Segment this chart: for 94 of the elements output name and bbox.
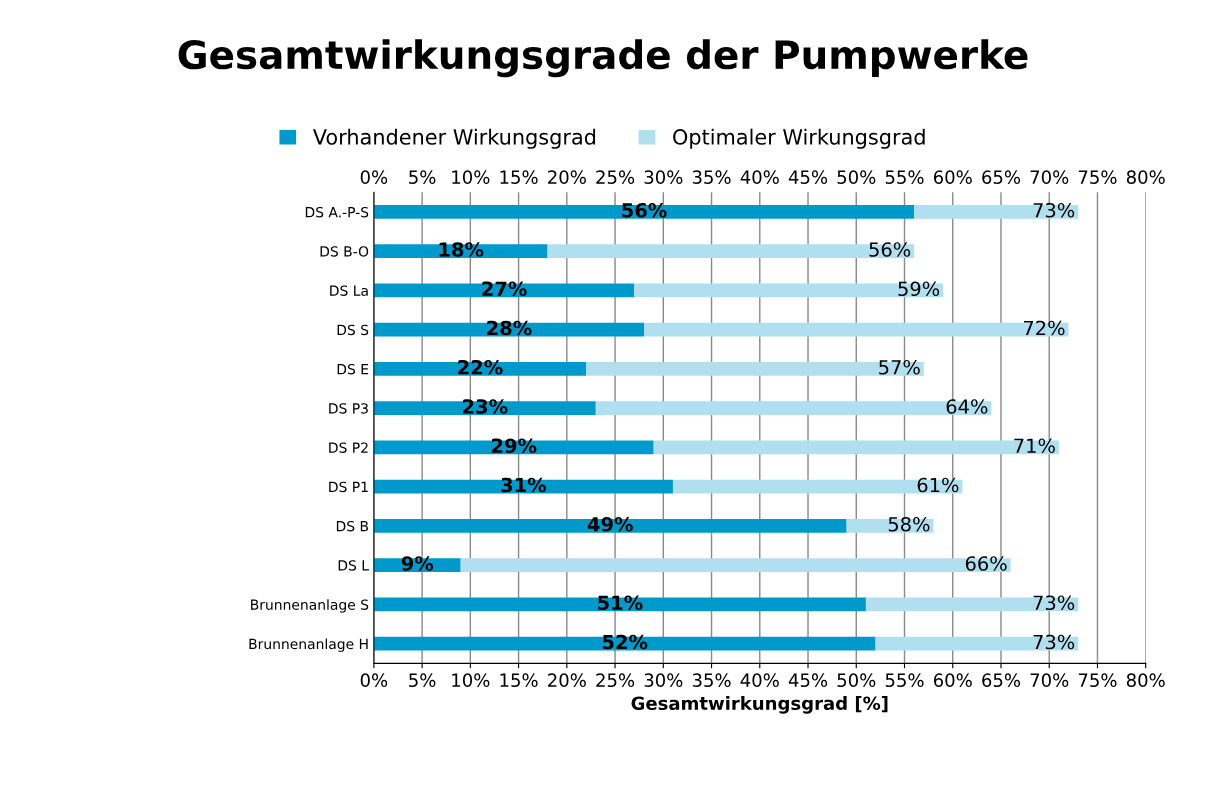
- data-label: 56%: [622, 202, 667, 218]
- total-label: 64%: [946, 399, 988, 414]
- x2-tick-label: 45%: [788, 673, 828, 688]
- bar: [373, 597, 866, 612]
- total-label: 61%: [917, 477, 959, 493]
- x2-tick-label: 5%: [409, 673, 436, 688]
- y-tick-label: DS La: [330, 285, 368, 296]
- legend-label: Vorhandener Wirkungsgrad: [312, 128, 596, 149]
- x-tick-label: 0%: [360, 170, 388, 184]
- y-tick-label: DS E: [337, 363, 369, 375]
- data-label: 9%: [401, 556, 434, 571]
- total-label: 71%: [1014, 438, 1055, 454]
- total-label: 56%: [869, 242, 911, 257]
- bar: [373, 636, 876, 651]
- total-label: 58%: [888, 516, 930, 532]
- y-tick-label: DS P1: [329, 481, 368, 493]
- x-tick-label: 25%: [596, 170, 635, 184]
- y-tick-label: Brunnenanlage S: [251, 599, 369, 613]
- x-tick-label: 10%: [452, 170, 490, 184]
- x-tick-label: 70%: [1030, 170, 1069, 184]
- y-tick-label: DS P2: [329, 442, 368, 453]
- y-tick-label: DS A.-P-S: [305, 206, 369, 218]
- total-label: 66%: [965, 556, 1007, 571]
- x-tick-label: 60%: [933, 170, 972, 184]
- x2-tick-label: 70%: [1030, 673, 1069, 688]
- total-label: 73%: [1033, 595, 1075, 611]
- x-tick-label: 50%: [837, 170, 876, 184]
- bar: [653, 440, 1059, 455]
- y-tick-label: DS L: [338, 560, 369, 571]
- x-tick-label: 30%: [644, 170, 683, 184]
- x-tick-label: 35%: [692, 170, 731, 184]
- x-tick-label: 80%: [1126, 170, 1165, 184]
- x2-tick-label: 50%: [837, 673, 876, 688]
- bar: [373, 401, 596, 416]
- x-tick-label: 55%: [885, 170, 924, 184]
- data-label: 31%: [501, 477, 547, 493]
- bar: [373, 519, 847, 533]
- x2-tick-label: 65%: [982, 673, 1021, 688]
- x2-tick-label: 10%: [452, 673, 490, 688]
- bar: [373, 205, 915, 219]
- bar: [914, 205, 1079, 219]
- x2-tick-label: 0%: [360, 673, 388, 688]
- data-label: 52%: [602, 634, 648, 650]
- bar: [875, 636, 1079, 651]
- y-tick-label: DS S: [337, 324, 369, 336]
- x-tick-label: 75%: [1078, 170, 1117, 184]
- data-label: 28%: [487, 320, 532, 336]
- bar: [586, 362, 924, 376]
- x2-tick-label: 80%: [1126, 673, 1165, 688]
- total-label: 59%: [898, 281, 940, 297]
- x2-tick-label: 15%: [500, 673, 538, 688]
- bar: [460, 558, 1011, 573]
- data-label: 51%: [598, 595, 643, 611]
- legend-label: Optimaler Wirkungsgrad: [673, 128, 925, 149]
- bar: [595, 401, 992, 416]
- x2-tick-label: 35%: [692, 673, 731, 688]
- total-label: 72%: [1024, 320, 1065, 336]
- bar: [373, 479, 673, 494]
- x-tick-label: 45%: [788, 170, 828, 184]
- chart-title: Gesamtwirkungsgrade der Pumpwerke: [178, 39, 1028, 78]
- x2-tick-label: 30%: [644, 673, 683, 688]
- y-tick-label: Brunnenanlage H: [249, 638, 368, 652]
- bar: [373, 362, 587, 376]
- total-label: 73%: [1033, 202, 1075, 218]
- bar: [634, 283, 944, 298]
- total-label: 57%: [879, 359, 920, 375]
- x-tick-label: 65%: [982, 170, 1021, 184]
- total-label: 73%: [1033, 634, 1075, 650]
- y-tick-label: DS B-O: [320, 246, 369, 257]
- x-tick-label: 40%: [740, 170, 779, 184]
- x2-tick-label: 75%: [1078, 673, 1117, 688]
- data-label: 29%: [492, 438, 537, 454]
- x2-tick-label: 25%: [596, 673, 635, 688]
- data-label: 27%: [482, 281, 527, 297]
- data-label: 23%: [463, 399, 508, 414]
- bar: [547, 244, 915, 259]
- bar: [373, 322, 644, 337]
- bar: [373, 244, 548, 259]
- data-label: 18%: [439, 242, 484, 257]
- bar: [865, 597, 1079, 612]
- data-label: 22%: [458, 359, 503, 375]
- x-axis-title: Gesamtwirkungsgrad [%]: [631, 696, 888, 714]
- x2-tick-label: 55%: [885, 673, 924, 688]
- bar: [644, 322, 1069, 337]
- x2-tick-label: 20%: [548, 673, 586, 688]
- x-tick-label: 5%: [409, 170, 436, 184]
- x-tick-label: 20%: [548, 170, 586, 184]
- y-tick-label: DS B: [336, 520, 369, 532]
- x-tick-label: 15%: [500, 170, 538, 184]
- y-tick-label: DS P3: [329, 403, 368, 414]
- data-label: 49%: [587, 516, 633, 532]
- x2-tick-label: 40%: [740, 673, 779, 688]
- bar: [672, 479, 963, 494]
- x2-tick-label: 60%: [933, 673, 972, 688]
